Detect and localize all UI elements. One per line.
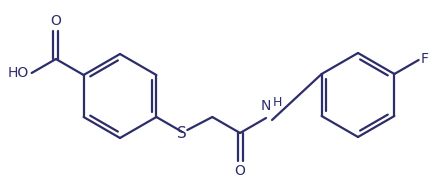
Text: N: N <box>261 99 271 113</box>
Text: O: O <box>235 164 246 178</box>
Text: S: S <box>177 126 187 141</box>
Text: F: F <box>421 52 429 66</box>
Text: O: O <box>51 14 61 28</box>
Text: HO: HO <box>7 66 29 80</box>
Text: H: H <box>273 96 282 109</box>
